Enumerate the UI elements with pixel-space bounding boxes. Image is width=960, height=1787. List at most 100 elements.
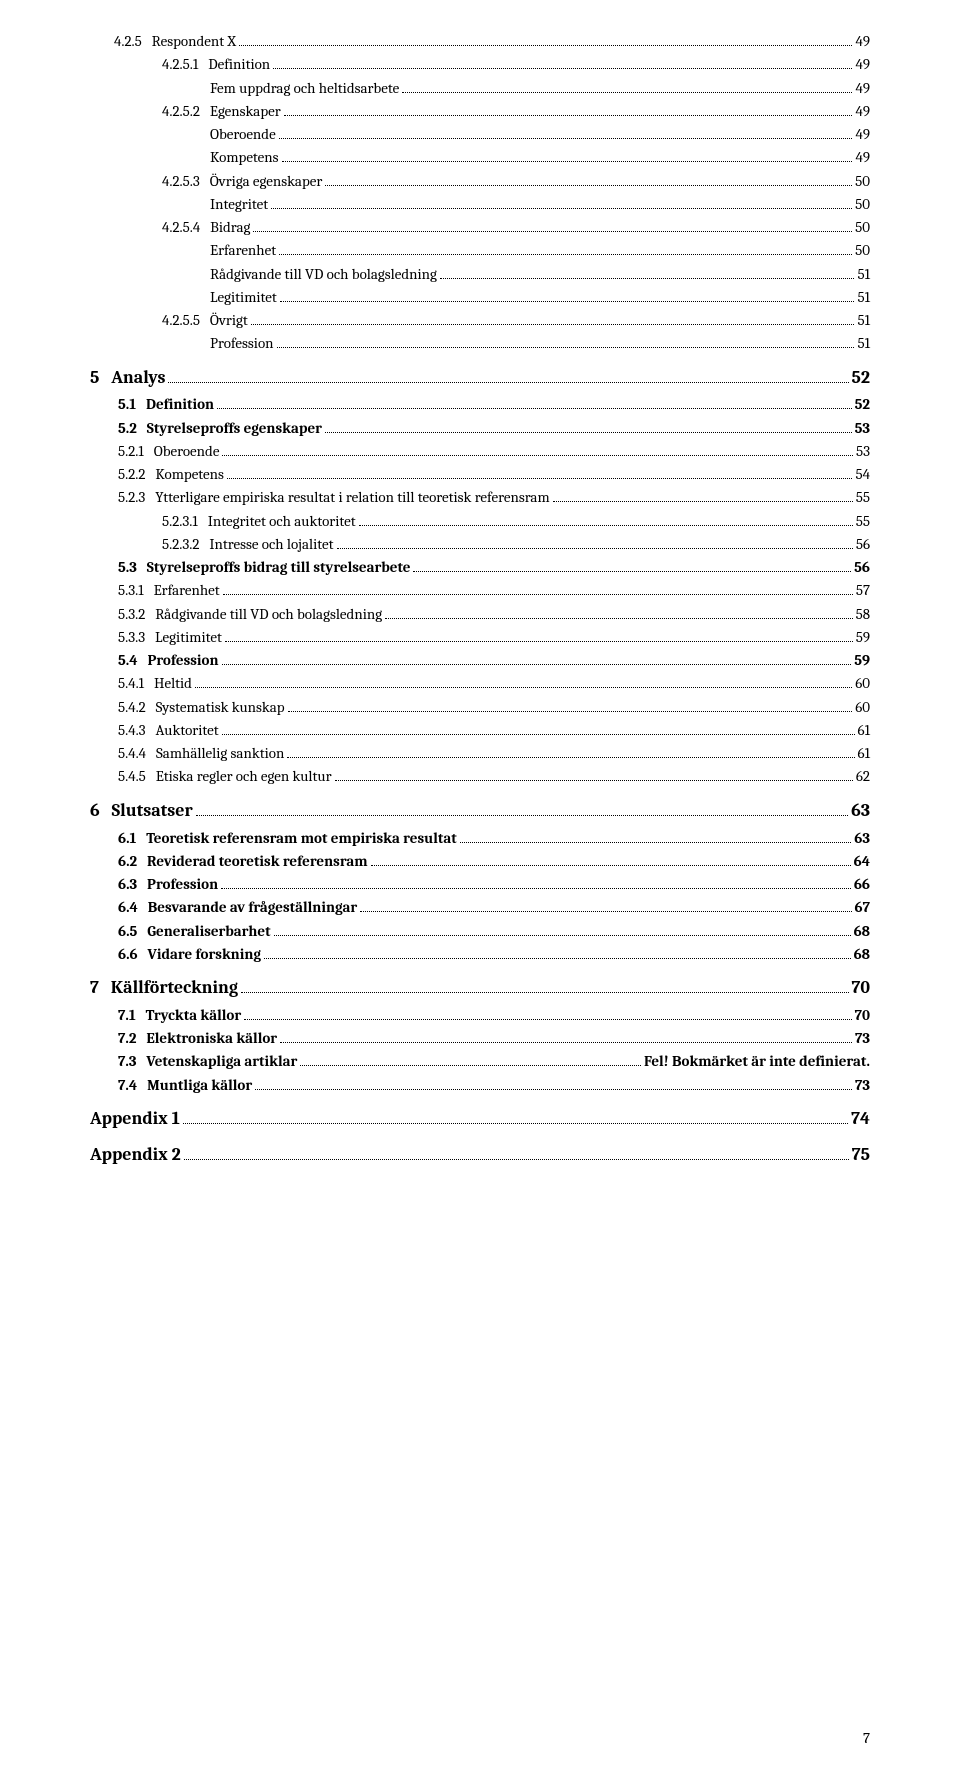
toc-entry-title: Bidrag	[210, 218, 250, 236]
toc-entry-title: Källförteckning	[111, 977, 238, 998]
toc-entry-title: Respondent X	[152, 32, 236, 50]
toc-entry-title: Ytterligare empiriska resultat i relatio…	[155, 488, 549, 506]
toc-entry: 5.1 Definition52	[90, 393, 870, 416]
toc-entry-gap	[144, 442, 154, 460]
toc-entry-number: 6.6	[118, 945, 138, 963]
toc-entry-gap	[200, 218, 210, 236]
toc-entry-gap	[144, 581, 154, 599]
toc-entry-number: 5.2.3.2	[162, 535, 199, 553]
toc-entry: 7.3 Vetenskapliga artiklarFel! Bokmärket…	[90, 1050, 870, 1073]
toc-entry-page: 73	[855, 1074, 870, 1097]
toc-entry-number: 7	[90, 977, 99, 998]
toc-entry-title: Definition	[208, 55, 270, 73]
toc-entry-title: Rådgivande till VD och bolagsledning	[210, 265, 437, 283]
toc-entry-title: Egenskaper	[210, 102, 281, 120]
toc-entry-label: 5.4.3 Auktoritet	[118, 719, 219, 742]
toc-entry-gap	[136, 829, 146, 847]
table-of-contents: 4.2.5 Respondent X494.2.5.1 Definition49…	[90, 30, 870, 1169]
toc-entry-gap	[136, 1006, 146, 1024]
toc-entry-gap	[145, 465, 155, 483]
toc-leader-dots	[300, 1065, 641, 1066]
toc-entry-number: 6.4	[118, 898, 138, 916]
toc-leader-dots	[222, 455, 853, 456]
toc-leader-dots	[277, 347, 855, 348]
toc-entry-gap	[137, 922, 147, 940]
toc-entry-title: Tryckta källor	[146, 1006, 242, 1024]
toc-entry-number: 6.5	[118, 922, 137, 940]
toc-entry-gap	[138, 651, 148, 669]
toc-leader-dots	[183, 1123, 848, 1124]
toc-leader-dots	[196, 815, 849, 816]
toc-entry-page: 52	[855, 393, 870, 416]
toc-entry-gap	[198, 55, 208, 73]
toc-entry: 5 Analys52	[90, 364, 870, 392]
toc-leader-dots	[279, 138, 853, 139]
toc-entry-label: 5.4.2 Systematisk kunskap	[118, 696, 285, 719]
toc-entry-gap	[145, 488, 155, 506]
toc-entry: 7.1 Tryckta källor70	[90, 1004, 870, 1027]
toc-entry: 6.2 Reviderad teoretisk referensram 64	[90, 850, 870, 873]
toc-entry-label: 7.1 Tryckta källor	[118, 1004, 241, 1027]
toc-entry-page: 50	[855, 170, 870, 193]
toc-entry-page: 62	[856, 765, 870, 788]
toc-entry-page: 50	[855, 216, 870, 239]
toc-entry: 5.3 Styrelseproffs bidrag till styrelsea…	[90, 556, 870, 579]
toc-leader-dots	[273, 68, 852, 69]
toc-entry-title: Profession	[147, 875, 218, 893]
toc-leader-dots	[251, 324, 855, 325]
toc-entry-page: 64	[854, 850, 870, 873]
toc-entry-title: Slutsatser	[112, 800, 193, 821]
toc-leader-dots	[225, 641, 853, 642]
toc-entry-gap	[137, 558, 147, 576]
toc-entry-label: 4.2.5.4 Bidrag	[162, 216, 250, 239]
toc-entry-number: 4.2.5.1	[162, 55, 198, 73]
toc-entry-number: 5.2	[118, 419, 137, 437]
toc-entry-label: 6.3 Profession	[118, 873, 218, 896]
toc-entry-number: 5.2.1	[118, 442, 144, 460]
toc-entry: 5.2.3 Ytterligare empiriska resultat i r…	[90, 486, 870, 509]
toc-entry-page: 50	[855, 193, 870, 216]
toc-entry-title: Heltid	[154, 674, 192, 692]
toc-entry: 5.4 Profession59	[90, 649, 870, 672]
toc-entry-title: Kompetens	[210, 148, 279, 166]
toc-entry-gap	[138, 898, 148, 916]
toc-entry-title: Reviderad teoretisk referensram	[147, 852, 368, 870]
toc-entry-title: Intresse och lojalitet	[209, 535, 333, 553]
toc-entry-label: Profession	[210, 332, 274, 355]
toc-leader-dots	[337, 548, 853, 549]
toc-leader-dots	[325, 432, 852, 433]
toc-entry-label: Appendix 1	[90, 1105, 180, 1133]
toc-leader-dots	[227, 478, 853, 479]
toc-leader-dots	[223, 594, 853, 595]
toc-leader-dots	[282, 161, 853, 162]
toc-entry-title: Vetenskapliga artiklar	[146, 1052, 297, 1070]
toc-entry: 6 Slutsatser63	[90, 797, 870, 825]
toc-entry-page: 59	[856, 626, 870, 649]
toc-entry-label: 5.2 Styrelseproffs egenskaper	[118, 417, 322, 440]
toc-entry-number: 5.4.5	[118, 767, 146, 785]
toc-entry-label: 6 Slutsatser	[90, 797, 193, 825]
toc-entry-label: 5.4.4 Samhällelig sanktion	[118, 742, 284, 765]
toc-entry-label: 6.2 Reviderad teoretisk referensram	[118, 850, 368, 873]
toc-entry-gap	[145, 628, 155, 646]
toc-entry-gap	[146, 698, 156, 716]
toc-entry-page: 49	[855, 123, 870, 146]
toc-entry: 6.1 Teoretisk referensram mot empiriska …	[90, 827, 870, 850]
toc-entry-title: Rådgivande till VD och bolagsledning	[155, 605, 382, 623]
toc-leader-dots	[335, 780, 853, 781]
toc-entry: 6.3 Profession66	[90, 873, 870, 896]
toc-entry-page: 68	[854, 920, 870, 943]
toc-entry: 5.3.1 Erfarenhet57	[90, 579, 870, 602]
toc-entry: 5.2.1 Oberoende53	[90, 440, 870, 463]
toc-entry-label: 5.4.5 Etiska regler och egen kultur	[118, 765, 332, 788]
toc-entry-page: 51	[857, 263, 870, 286]
toc-entry-label: 5.3 Styrelseproffs bidrag till styrelsea…	[118, 556, 410, 579]
toc-entry-label: Integritet	[210, 193, 268, 216]
toc-entry: 5.4.5 Etiska regler och egen kultur 62	[90, 765, 870, 788]
toc-entry-number: 5.4.3	[118, 721, 146, 739]
toc-entry-title: Profession	[147, 651, 218, 669]
toc-entry: 6.6 Vidare forskning68	[90, 943, 870, 966]
toc-leader-dots	[402, 92, 852, 93]
toc-entry-title: Styrelseproffs egenskaper	[147, 419, 322, 437]
toc-entry-page: 67	[855, 896, 870, 919]
